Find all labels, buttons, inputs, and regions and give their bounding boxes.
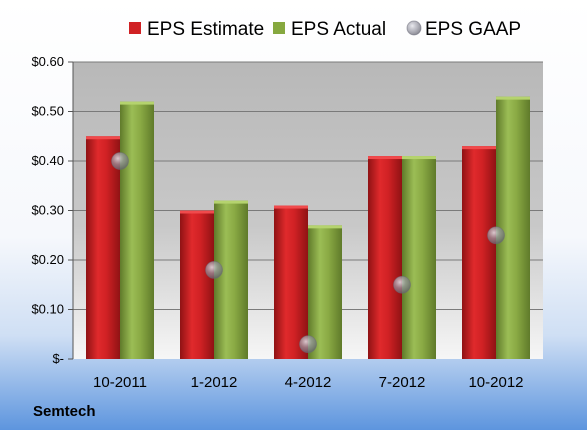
- bar-top-highlight: [120, 101, 154, 105]
- legend-label: EPS Actual: [291, 19, 386, 40]
- legend: EPS Estimate EPS Actual EPS GAAP: [129, 19, 521, 40]
- marker-eps-gaap: [487, 226, 505, 245]
- y-tick-label: $0.20: [31, 252, 64, 267]
- marker-eps-gaap: [393, 275, 411, 294]
- legend-swatch: [273, 22, 285, 34]
- x-tick-label: 10-2011: [93, 374, 147, 391]
- company-label: Semtech: [33, 403, 96, 420]
- bar-eps-actual: [402, 156, 436, 359]
- bar-eps-estimate: [274, 205, 308, 359]
- y-tick-label: $0.60: [31, 54, 64, 69]
- marker-eps-gaap: [205, 260, 223, 279]
- bar-eps-estimate: [462, 146, 496, 359]
- y-tick-label: $-: [52, 351, 64, 366]
- bar-top-highlight: [86, 136, 120, 140]
- bar-top-highlight: [462, 146, 496, 150]
- y-tick-label: $0.40: [31, 153, 64, 168]
- bar-top-highlight: [274, 205, 308, 209]
- bars: [86, 96, 530, 360]
- bar-top-highlight: [402, 156, 436, 160]
- marker-eps-gaap: [299, 335, 317, 354]
- bar-eps-estimate: [368, 156, 402, 359]
- bar-eps-actual: [120, 101, 154, 359]
- x-tick-label: 1-2012: [191, 374, 238, 391]
- y-tick-label: $0.30: [31, 203, 64, 218]
- bar-top-highlight: [214, 200, 248, 204]
- y-axis: $- $0.10 $0.20 $0.30 $0.40 $0.50 $0.60: [31, 54, 74, 366]
- bar-top-highlight: [368, 156, 402, 160]
- bar-eps-actual: [308, 225, 342, 359]
- x-tick-label: 7-2012: [379, 374, 426, 391]
- bar-eps-actual: [496, 96, 530, 360]
- legend-label: EPS GAAP: [425, 19, 521, 40]
- y-tick-label: $0.50: [31, 104, 64, 119]
- legend-label: EPS Estimate: [147, 19, 264, 40]
- x-tick-label: 4-2012: [285, 374, 332, 391]
- bar-top-highlight: [308, 225, 342, 229]
- x-axis: 10-2011 1-2012 4-2012 7-2012 10-2012: [93, 374, 524, 391]
- bar-eps-actual: [214, 200, 248, 359]
- bar-top-highlight: [496, 96, 530, 100]
- bar-top-highlight: [180, 210, 214, 214]
- y-tick-label: $0.10: [31, 302, 64, 317]
- bar-eps-estimate: [180, 210, 214, 359]
- x-tick-label: 10-2012: [468, 374, 523, 391]
- legend-swatch: [406, 20, 422, 36]
- marker-eps-gaap: [111, 152, 129, 170]
- markers: [111, 152, 505, 354]
- legend-swatch: [129, 22, 141, 34]
- bar-eps-estimate: [86, 136, 120, 359]
